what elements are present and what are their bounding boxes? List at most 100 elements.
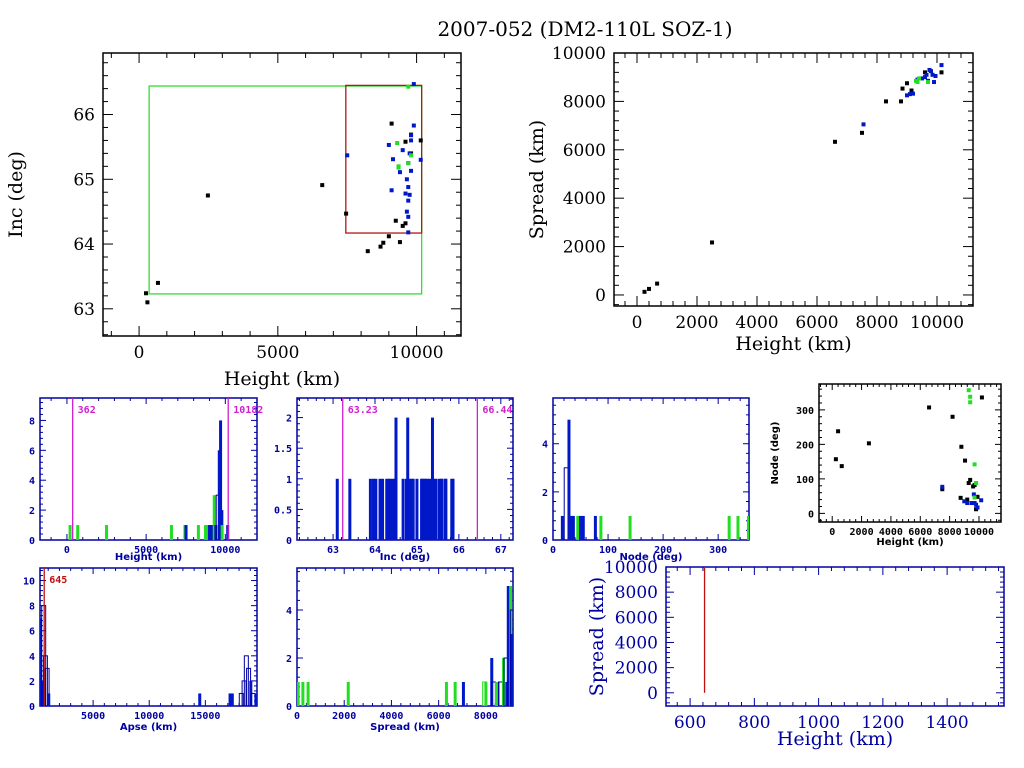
histogram-bar (381, 478, 385, 540)
plot-frame (102, 52, 462, 337)
x-tick-label: 0 (134, 343, 145, 363)
x-tick-label: 300 (709, 545, 727, 556)
scatter-point-black (365, 249, 370, 254)
histogram-bar (301, 682, 305, 706)
scatter-point-black (397, 240, 402, 245)
y-tick-label: 63 (73, 300, 95, 320)
histogram-bar (211, 525, 215, 540)
scatter-point-black (393, 218, 398, 223)
y-tick-label: 8 (29, 602, 35, 613)
scatter-point-green (917, 76, 922, 81)
x-tick-label: 67 (495, 545, 507, 556)
histogram-bar (205, 525, 209, 540)
scatter-point-black (155, 280, 160, 285)
x-tick-label: 4000 (379, 711, 403, 722)
x-tick-label: 8000 (474, 711, 498, 722)
y-tick-label: 1 (286, 475, 292, 486)
histogram-bar (198, 693, 202, 706)
histogram-bar (40, 618, 42, 706)
plot-frame (552, 397, 750, 541)
scatter-point-black (378, 244, 383, 249)
scatter-point-black (963, 458, 968, 463)
scatter-point-blue (389, 188, 394, 193)
height-histogram: 0 5000 10000 0 2 4 6 8 Height (km) 362 10182 (29, 397, 263, 563)
histogram-bar (68, 525, 72, 540)
scatter-point-black (145, 300, 150, 305)
scatter-point-blue (403, 191, 408, 196)
scatter-point-black (959, 444, 964, 449)
scatter-point-blue (905, 93, 910, 98)
y-tick-label: 0.5 (274, 505, 292, 516)
x-tick-label: 10000 (910, 313, 964, 333)
x-axis-label: Inc (deg) (380, 552, 431, 563)
histogram-bar (494, 682, 498, 706)
scatter-point-black (839, 464, 844, 469)
y-tick-label: 4 (542, 440, 548, 451)
scatter-point-green (968, 394, 973, 399)
plot-frame (665, 566, 1005, 707)
scatter-point-blue (400, 148, 405, 153)
histogram-bar (238, 692, 244, 706)
scatter-point-black (320, 183, 325, 188)
histogram-bar (44, 667, 50, 706)
y-tick-label: 2 (542, 488, 548, 499)
scatter-point-green (395, 141, 400, 146)
plot-area (560, 419, 749, 540)
histogram-bar (378, 478, 382, 540)
x-axis-label: Height (km) (115, 552, 182, 563)
y-tick-label: 2 (29, 677, 35, 688)
scatter-point-black (860, 130, 865, 135)
y-axis-label: Spread (km) (586, 577, 608, 696)
scatter-point-black (710, 240, 715, 245)
scatter-point-black (647, 286, 652, 291)
y-tick-label: 0 (808, 509, 814, 520)
y-axis-label: Node (deg) (770, 422, 781, 485)
histogram-bar (207, 525, 211, 540)
scatter-point-black (958, 495, 963, 500)
y-tick-label: 10 (23, 577, 35, 588)
x-tick-label: 6000 (795, 313, 838, 333)
scatter-point-blue (407, 192, 412, 197)
scatter-point-black (923, 70, 928, 75)
histogram-bar (444, 478, 448, 540)
histogram-bar (297, 682, 300, 706)
histogram-bar (576, 515, 580, 540)
x-tick-label: 10000 (134, 711, 164, 722)
histogram-bar (335, 478, 339, 540)
x-tick-label: 6000 (908, 527, 932, 538)
scatter-point-blue (406, 198, 411, 203)
scatter-point-green (915, 80, 920, 85)
x-axis-label: Height (km) (224, 368, 340, 390)
x-tick-label: 5000 (256, 343, 299, 363)
scatter-point-black (205, 193, 210, 198)
scatter-point-blue (923, 75, 928, 80)
histogram-bar (420, 478, 424, 540)
x-tick-label: 66 (453, 545, 465, 556)
scatter-point-blue (975, 505, 980, 510)
x-tick-label: 600 (674, 713, 706, 733)
x-tick-label: 4000 (879, 527, 903, 538)
scatter-point-black (900, 86, 905, 91)
y-tick-label: 8 (29, 416, 35, 427)
histogram-bar (440, 478, 444, 540)
scatter-point-black (866, 441, 871, 446)
scatter-point-black (389, 121, 394, 126)
plot-frame (39, 567, 258, 707)
histogram-bar (76, 525, 80, 540)
plot-area (642, 63, 944, 294)
x-axis-label: Spread (km) (370, 722, 440, 733)
scatter-point-blue (971, 492, 976, 497)
histogram-bar (209, 525, 213, 540)
node-vs-height-plot: 0 2000 4000 6000 8000 10000 0 100 200 300 Height (… (770, 383, 1002, 548)
scatter-point-black (905, 81, 910, 86)
scatter-point-black (972, 483, 977, 488)
scatter-point-blue (404, 209, 409, 214)
marker-label: 10182 (233, 405, 263, 416)
y-tick-label: 66 (73, 106, 95, 126)
histogram-bar (451, 478, 455, 540)
scatter-point-black (144, 291, 149, 296)
histogram-bar (411, 478, 415, 540)
marker-label: 645 (49, 575, 67, 586)
scatter-point-black (966, 481, 971, 486)
histogram-bar (579, 515, 583, 540)
